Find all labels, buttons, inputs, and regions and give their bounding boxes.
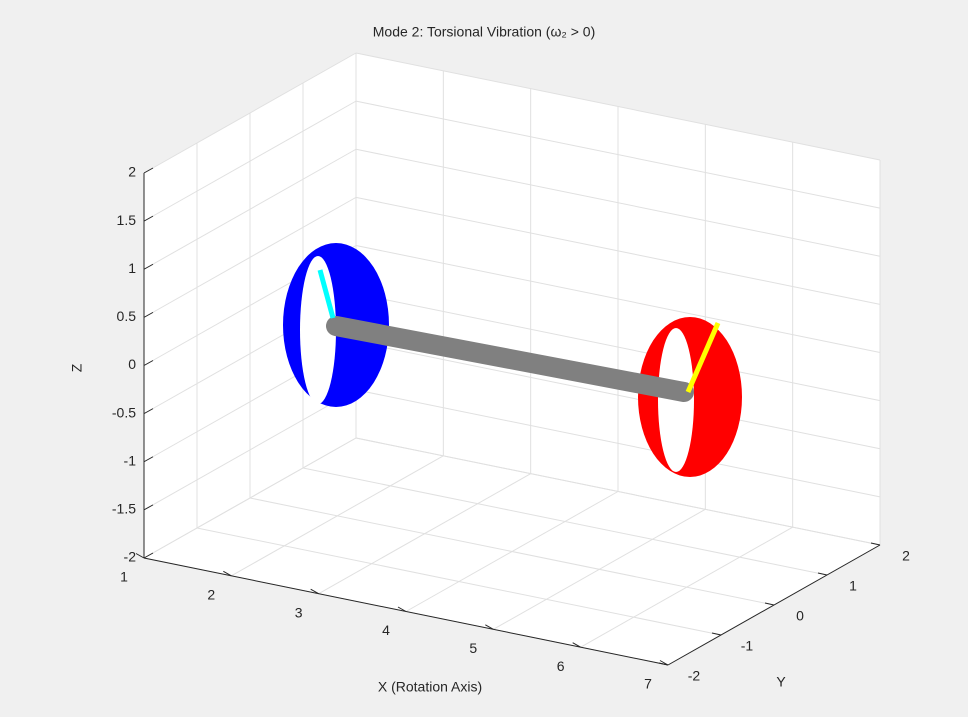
x-tick-label: 6 [557,658,565,674]
grid-line [355,341,881,450]
z-tick [143,167,154,174]
grid-line [355,437,881,546]
left-marker [317,269,336,319]
y-axis-label: Y [776,674,786,690]
z-axis-label: Z [69,363,85,372]
z-tick-label: -1 [124,452,137,468]
axes: 1 2 3 4 5 6 7 -2 -1 0 1 2 -2 -1.5 -1 -0.5 0 0.5 1 1.5 2 [112,164,910,692]
y-tick-label: 0 [796,608,804,624]
shaft [326,316,694,402]
z-tick [143,552,154,559]
z-tick [143,456,154,463]
rotor-model [283,243,742,477]
x-tick-label: 7 [644,676,652,692]
grid-line [143,148,357,270]
x-tick-label: 5 [469,640,477,656]
y-tick [711,632,722,636]
x-axis-line [143,557,669,666]
y-tick-label: 2 [902,548,910,564]
z-tick-label: -1.5 [112,501,136,517]
grid-line [355,100,881,209]
grid-line [355,196,881,305]
x-tick-label: 2 [207,587,215,603]
grid-line [355,293,881,402]
y-tick-label: -1 [741,638,754,654]
z-tick-label: 1 [128,260,136,276]
y-tick-label: -2 [688,668,701,684]
grid-line [196,527,722,636]
z-tick [143,408,154,415]
z-tick-label: -2 [124,549,137,565]
right-marker [685,322,721,393]
y-tick [870,542,881,546]
z-tick [143,215,154,222]
y-axis-line [667,544,881,666]
z-tick-label: 0.5 [117,308,137,324]
grid-line [143,196,357,318]
grid-line [355,52,881,161]
y-tick-label: 1 [849,578,857,594]
z-tick-label: 0 [128,356,136,372]
x-tick-label: 1 [120,569,128,585]
z-tick [143,263,154,270]
z-tick-label: 2 [128,164,136,180]
grid-line [249,497,775,606]
y-tick [764,602,775,606]
x-tick-label: 3 [295,604,303,620]
grid-line [355,389,881,498]
grid-line [143,389,357,511]
grid-line [355,245,881,353]
x-tick-label: 4 [382,622,390,638]
grid-line [143,437,357,559]
z-tick-label: -0.5 [112,404,136,420]
y-tick [817,572,828,576]
x-tick [135,553,145,559]
chart-title: Mode 2: Torsional Vibration (ω₂ > 0) [373,24,595,40]
z-tick [143,360,154,366]
z-tick-label: 1.5 [117,212,137,228]
grid-line [143,100,357,222]
x-axis-label: X (Rotation Axis) [378,679,482,695]
grid-line [302,467,828,576]
grid-line [355,148,881,257]
z-tick [143,311,154,318]
grid-line [143,52,357,174]
z-tick [143,504,154,511]
